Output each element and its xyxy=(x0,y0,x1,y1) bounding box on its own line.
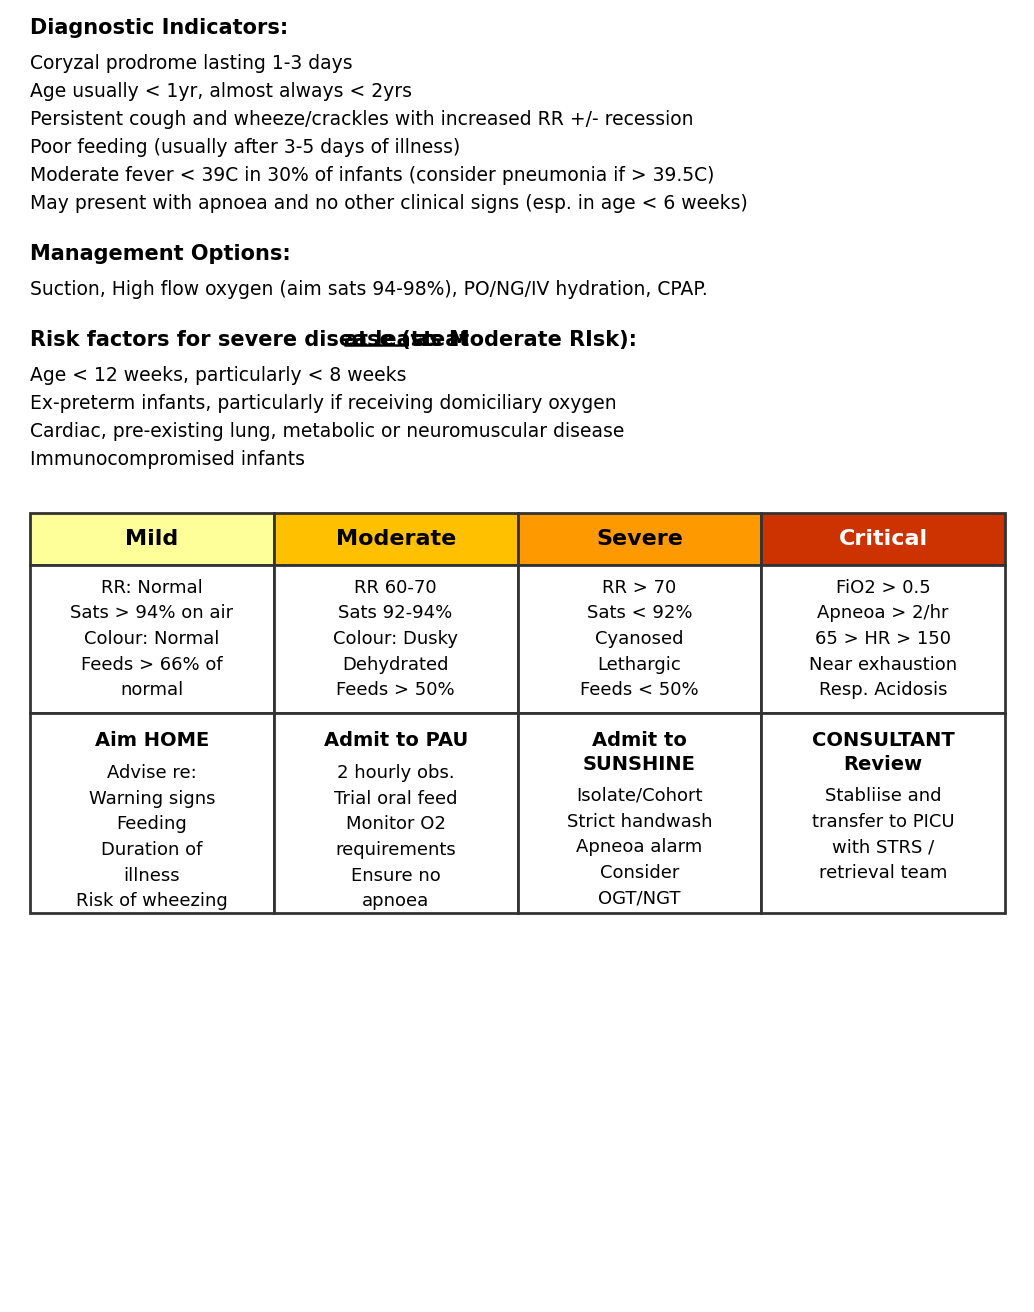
Text: Severe: Severe xyxy=(596,529,682,548)
Text: Admit to PAU: Admit to PAU xyxy=(324,731,467,750)
Text: May present with apnoea and no other clinical signs (esp. in age < 6 weeks): May present with apnoea and no other cli… xyxy=(30,194,748,213)
Bar xyxy=(761,712,1005,913)
Text: Critical: Critical xyxy=(839,529,927,548)
Text: Immunocompromised infants: Immunocompromised infants xyxy=(30,450,305,468)
Text: Advise re:
Warning signs
Feeding
Duration of
illness
Risk of wheezing: Advise re: Warning signs Feeding Duratio… xyxy=(77,764,227,911)
Bar xyxy=(761,565,1005,712)
Text: at least: at least xyxy=(344,331,433,350)
Text: FiO2 > 0.5
Apneoa > 2/hr
65 > HR > 150
Near exhaustion
Resp. Acidosis: FiO2 > 0.5 Apneoa > 2/hr 65 > HR > 150 N… xyxy=(809,579,957,699)
Bar xyxy=(517,513,761,565)
Text: as Moderate RIsk):: as Moderate RIsk): xyxy=(408,331,637,350)
Text: 2 hourly obs.
Trial oral feed
Monitor O2
requirements
Ensure no
apnoea: 2 hourly obs. Trial oral feed Monitor O2… xyxy=(334,764,457,911)
Text: Stabliise and
transfer to PICU
with STRS /
retrieval team: Stabliise and transfer to PICU with STRS… xyxy=(812,787,954,882)
Text: Moderate fever < 39C in 30% of infants (consider pneumonia if > 39.5C): Moderate fever < 39C in 30% of infants (… xyxy=(30,167,714,185)
Bar xyxy=(274,513,517,565)
Text: Admit to
SUNSHINE: Admit to SUNSHINE xyxy=(583,731,696,774)
Text: RR 60-70
Sats 92-94%
Colour: Dusky
Dehydrated
Feeds > 50%: RR 60-70 Sats 92-94% Colour: Dusky Dehyd… xyxy=(333,579,458,699)
Text: Aim HOME: Aim HOME xyxy=(95,731,209,750)
Bar xyxy=(274,565,517,712)
Bar xyxy=(274,712,517,913)
Bar xyxy=(30,513,274,565)
Text: Isolate/Cohort
Strict handwash
Apneoa alarm
Consider
OGT/NGT: Isolate/Cohort Strict handwash Apneoa al… xyxy=(567,787,712,908)
Bar xyxy=(761,513,1005,565)
Text: RR > 70
Sats < 92%
Cyanosed
Lethargic
Feeds < 50%: RR > 70 Sats < 92% Cyanosed Lethargic Fe… xyxy=(580,579,699,699)
Text: Age usually < 1yr, almost always < 2yrs: Age usually < 1yr, almost always < 2yrs xyxy=(30,81,412,101)
Bar xyxy=(517,565,761,712)
Text: Poor feeding (usually after 3-5 days of illness): Poor feeding (usually after 3-5 days of … xyxy=(30,138,460,157)
Text: Moderate: Moderate xyxy=(335,529,456,548)
Text: Persistent cough and wheeze/crackles with increased RR +/- recession: Persistent cough and wheeze/crackles wit… xyxy=(30,110,694,129)
Text: Ex-preterm infants, particularly if receiving domiciliary oxygen: Ex-preterm infants, particularly if rece… xyxy=(30,394,616,413)
Text: Coryzal prodrome lasting 1-3 days: Coryzal prodrome lasting 1-3 days xyxy=(30,54,353,73)
Text: Diagnostic Indicators:: Diagnostic Indicators: xyxy=(30,18,288,38)
Text: Suction, High flow oxygen (aim sats 94-98%), PO/NG/IV hydration, CPAP.: Suction, High flow oxygen (aim sats 94-9… xyxy=(30,279,707,299)
Bar xyxy=(30,712,274,913)
Text: Risk factors for severe disease (treat: Risk factors for severe disease (treat xyxy=(30,331,477,350)
Text: Management Options:: Management Options: xyxy=(30,244,291,264)
Bar xyxy=(517,712,761,913)
Text: Age < 12 weeks, particularly < 8 weeks: Age < 12 weeks, particularly < 8 weeks xyxy=(30,366,406,384)
Text: Mild: Mild xyxy=(125,529,179,548)
Bar xyxy=(30,565,274,712)
Text: RR: Normal
Sats > 94% on air
Colour: Normal
Feeds > 66% of
normal: RR: Normal Sats > 94% on air Colour: Nor… xyxy=(70,579,234,699)
Text: CONSULTANT
Review: CONSULTANT Review xyxy=(812,731,954,774)
Text: Cardiac, pre-existing lung, metabolic or neuromuscular disease: Cardiac, pre-existing lung, metabolic or… xyxy=(30,422,625,441)
